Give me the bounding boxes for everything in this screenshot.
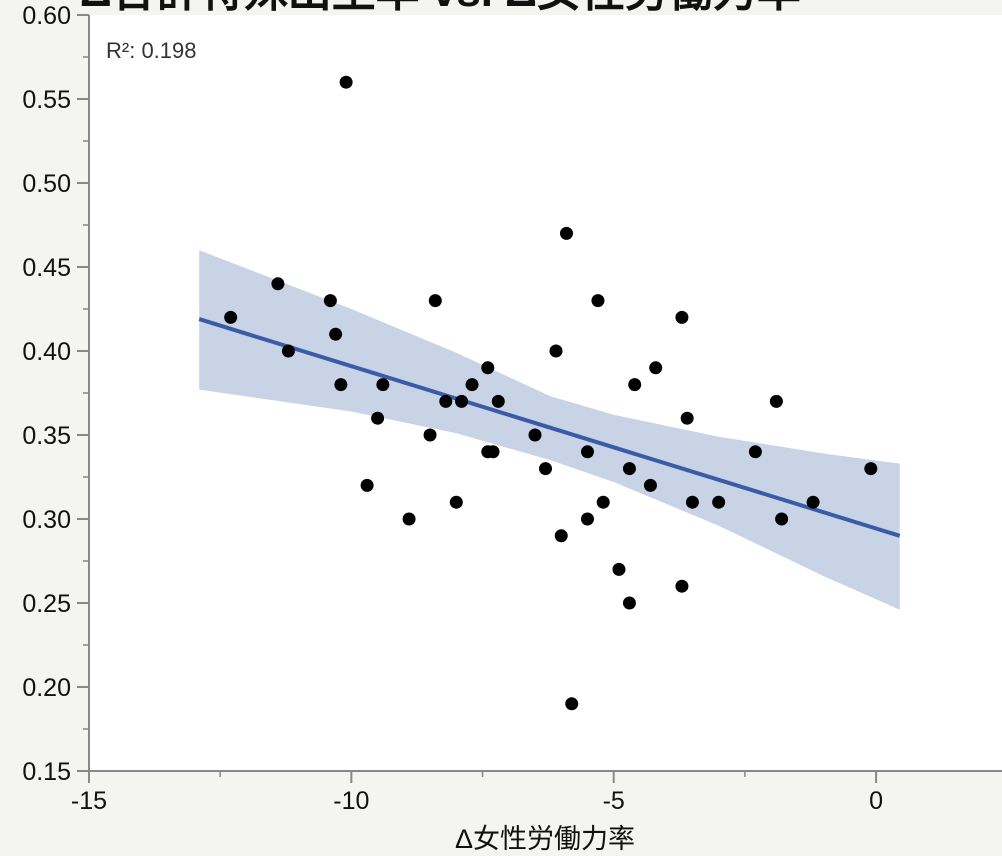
x-tick-label: -5	[603, 787, 625, 815]
data-point	[612, 562, 626, 576]
x-axis-title: Δ女性労働力率	[455, 824, 635, 854]
r-squared-label: R²: 0.198	[106, 38, 197, 63]
data-point	[649, 361, 663, 375]
data-point	[528, 428, 542, 442]
data-point	[423, 428, 437, 442]
data-point	[549, 344, 563, 358]
data-point	[628, 378, 642, 392]
data-point	[643, 478, 657, 492]
data-point	[565, 697, 579, 711]
data-point	[281, 344, 295, 358]
x-tick-label: -10	[333, 787, 369, 815]
data-point	[539, 462, 552, 476]
data-point	[329, 327, 343, 341]
data-point	[428, 294, 442, 308]
data-point	[675, 310, 689, 324]
data-point	[371, 411, 385, 425]
data-point	[465, 378, 479, 392]
data-point	[439, 394, 453, 408]
data-point	[402, 512, 416, 526]
data-point	[580, 445, 594, 459]
data-point	[455, 394, 469, 408]
y-tick-label: 0.50	[22, 170, 71, 198]
axes-layer: 0.15 0.20 0.25 0.30 0.35 0.40 0.45 0.50 0.55 0.60…	[22, 2, 1002, 815]
data-point	[769, 394, 783, 408]
data-point	[323, 294, 337, 308]
points-layer	[224, 75, 878, 711]
y-tick-label: 0.55	[22, 86, 71, 114]
y-tick-label: 0.40	[22, 338, 71, 366]
y-tick-label: 0.45	[22, 254, 71, 282]
data-point	[559, 226, 573, 240]
y-tick-label: 0.35	[22, 422, 71, 450]
data-point	[748, 445, 762, 459]
y-tick-label: 0.15	[22, 758, 71, 786]
y-tick-label: 0.25	[22, 590, 71, 618]
data-point	[622, 462, 636, 476]
fit-line	[198, 317, 901, 538]
x-tick-label: -15	[71, 787, 107, 815]
data-point	[376, 378, 390, 392]
data-point	[622, 596, 636, 610]
data-point	[680, 411, 694, 425]
data-point	[685, 495, 699, 509]
x-tick-label: 0	[869, 787, 883, 815]
data-point	[481, 361, 495, 375]
data-point	[580, 512, 594, 526]
y-tick-label: 0.30	[22, 506, 71, 534]
data-point	[554, 529, 568, 543]
data-point	[806, 495, 820, 509]
y-tick-label: 0.60	[22, 2, 71, 30]
chart-title: Δ合計特殊出生率 vs. Δ女性労働力率	[80, 0, 801, 16]
fit-line-layer	[198, 317, 901, 538]
data-point	[360, 478, 374, 492]
data-point	[596, 495, 610, 509]
data-point	[486, 445, 500, 459]
data-point	[339, 75, 353, 89]
data-point	[864, 462, 878, 476]
y-tick-label: 0.20	[22, 674, 71, 702]
data-point	[334, 378, 348, 392]
data-point	[224, 310, 238, 324]
data-point	[591, 294, 605, 308]
data-point	[491, 394, 505, 408]
data-point	[271, 277, 285, 291]
data-point	[675, 579, 689, 593]
confidence-band-layer	[199, 250, 900, 610]
data-point	[775, 512, 789, 526]
confidence-band	[199, 250, 900, 610]
data-point	[449, 495, 463, 509]
data-point	[712, 495, 726, 509]
